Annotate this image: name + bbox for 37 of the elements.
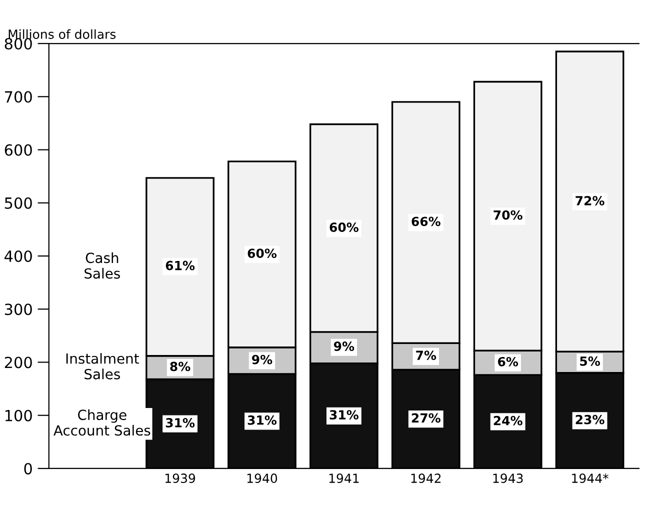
annotation: 31% <box>330 410 358 420</box>
annotation: 66% <box>412 216 440 226</box>
annotation: 24% <box>494 416 522 426</box>
y-axis-title: Millions of dollars <box>8 29 116 39</box>
x-tick-label: 1944* <box>572 474 608 484</box>
x-tick-label: 1941 <box>329 474 359 484</box>
series-label: Instalment Sales <box>66 353 139 380</box>
x-tick-label: 1943 <box>493 474 523 484</box>
y-tick-label: 100 <box>5 410 32 422</box>
annotation: 60% <box>330 222 358 232</box>
annotation: 9% <box>252 354 272 364</box>
annotation: 70% <box>494 210 522 220</box>
annotation: 60% <box>248 248 277 258</box>
y-tick-label: 300 <box>4 304 32 316</box>
annotation: 6% <box>498 356 518 366</box>
x-tick-label: 1940 <box>247 474 278 484</box>
y-tick-label: 200 <box>4 356 32 368</box>
x-tick-label: 1942 <box>411 474 441 484</box>
series-label: Cash Sales <box>84 252 120 279</box>
y-tick-label: 800 <box>4 38 32 50</box>
annotation: 8% <box>170 362 190 372</box>
annotation: 72% <box>576 196 604 206</box>
y-tick-label: 0 <box>24 462 32 474</box>
annotation: 31% <box>166 418 195 428</box>
annotation: 23% <box>576 414 604 424</box>
series-label: Charge Account Sales <box>54 409 150 436</box>
annotation: 9% <box>334 342 354 351</box>
y-tick-label: 700 <box>5 91 32 103</box>
annotation: 7% <box>416 350 436 360</box>
y-tick-label: 500 <box>4 197 32 209</box>
annotation: 5% <box>580 356 600 366</box>
annotation: 27% <box>412 413 440 423</box>
annotation: 61% <box>166 260 195 270</box>
y-tick-label: 600 <box>4 144 32 156</box>
annotation: 31% <box>248 415 277 425</box>
x-tick-label: 1939 <box>165 474 196 484</box>
y-tick-label: 400 <box>4 250 32 262</box>
